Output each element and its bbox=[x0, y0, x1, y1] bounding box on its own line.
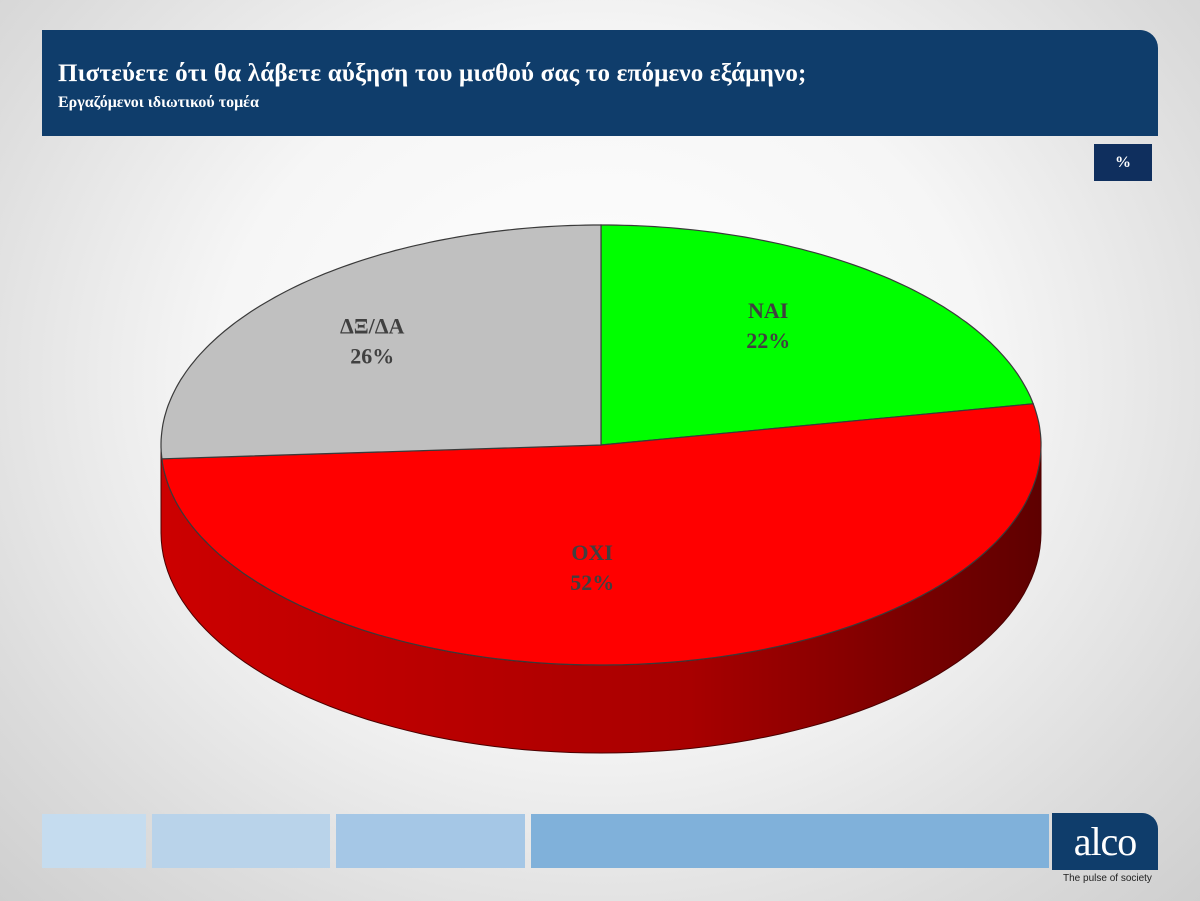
pie-top bbox=[160, 224, 1042, 666]
footer-bar bbox=[336, 814, 525, 868]
pie-labels: ΝΑΙ 22% ΟΧΙ 52% ΔΞ/ΔΑ 26% bbox=[340, 298, 790, 595]
slice-category-label: ΔΞ/ΔΑ bbox=[340, 313, 405, 338]
logo-text: alco bbox=[1073, 818, 1138, 864]
slice-value-label: 26% bbox=[350, 343, 394, 368]
alco-logo: alco bbox=[1052, 813, 1158, 870]
footer-bar bbox=[531, 814, 1049, 868]
slice-category-label: ΝΑΙ bbox=[748, 298, 788, 323]
slice-category-label: ΟΧΙ bbox=[571, 540, 613, 565]
chart-title: Πιστεύετε ότι θα λάβετε αύξηση του μισθο… bbox=[58, 60, 807, 87]
pie-slice bbox=[161, 403, 1042, 666]
slice-value-label: 22% bbox=[746, 328, 790, 353]
slice-value-label: 52% bbox=[570, 570, 614, 595]
chart-subtitle: Εργαζόμενοι ιδιωτικού τομέα bbox=[58, 94, 259, 111]
footer-bar bbox=[152, 814, 330, 868]
unit-badge: % bbox=[1094, 144, 1152, 181]
title-banner: Πιστεύετε ότι θα λάβετε αύξηση του μισθο… bbox=[42, 30, 1158, 136]
tagline: The pulse of society bbox=[1063, 873, 1152, 884]
pie-slice bbox=[600, 224, 1035, 446]
pie-slice bbox=[160, 224, 602, 460]
footer-bar bbox=[42, 814, 146, 868]
